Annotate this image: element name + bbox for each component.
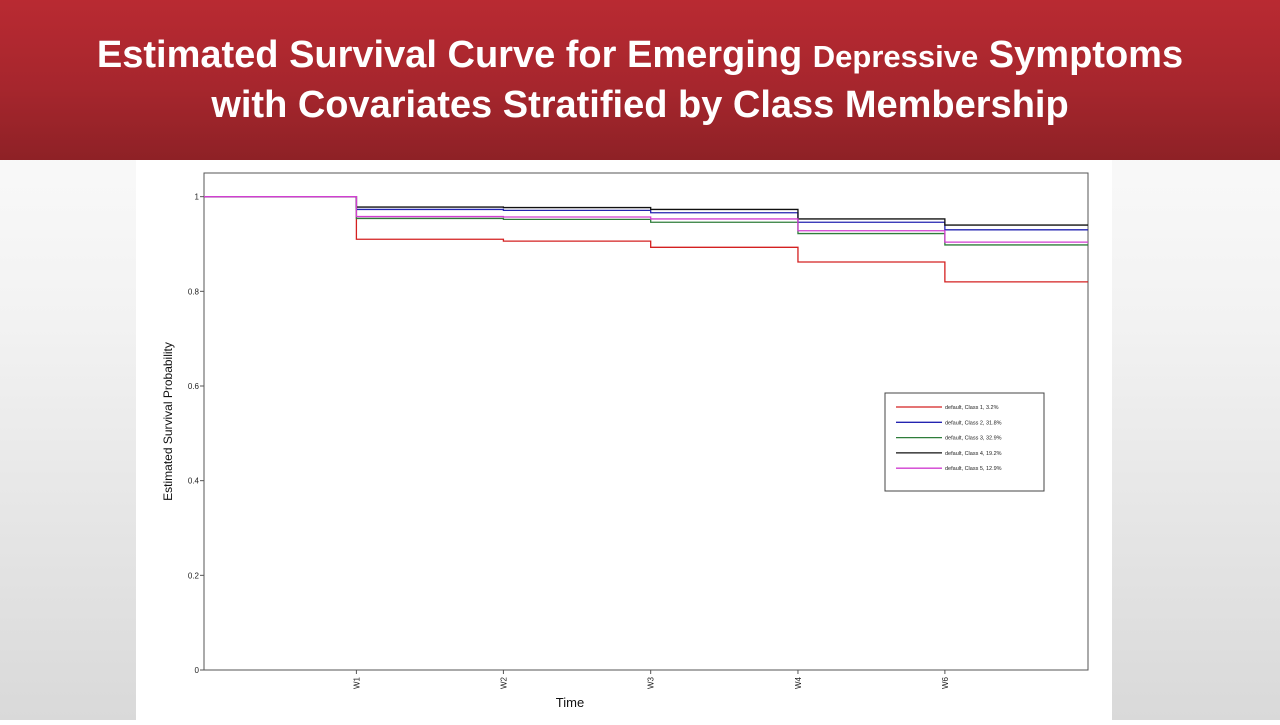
x-tick-label: W4: [794, 676, 803, 689]
survival-series-line: [204, 196, 1088, 246]
legend-label: default, Class 2, 31.8%: [945, 420, 1002, 426]
slide-title-line-1: Estimated Survival Curve for Emerging De…: [97, 31, 1183, 81]
slide-title-banner: Estimated Survival Curve for Emerging De…: [0, 0, 1280, 160]
legend-label: default, Class 4, 19.2%: [945, 451, 1002, 457]
survival-series-line: [204, 196, 1088, 283]
plot-frame: [203, 172, 1089, 671]
y-tick-label: 0.2: [188, 571, 200, 580]
x-tick-label: W1: [352, 676, 361, 689]
legend-label: default, Class 3, 32.9%: [945, 436, 1002, 442]
x-tick-label: W2: [499, 676, 508, 689]
legend-label: default, Class 1, 3.2%: [945, 405, 999, 411]
x-axis-title: Time: [556, 695, 584, 710]
survival-series-line: [204, 196, 1088, 243]
title-part-small: Depressive: [812, 39, 979, 74]
x-tick-label: W6: [941, 676, 950, 689]
chart-panel: 0 0.2 0.4 0.6 0.8 1 W1 W2 W3 W4 W6 Time Estimated Su…: [136, 160, 1112, 720]
y-axis-title: Estimated Survival Probability: [161, 342, 175, 501]
legend-label: default, Class 5, 12.9%: [945, 466, 1002, 472]
y-tick-label: 0: [195, 666, 200, 675]
y-tick-label: 1: [195, 193, 200, 202]
y-tick-label: 0.6: [188, 382, 200, 391]
y-tick-label: 0.8: [188, 287, 200, 296]
title-part-1: Estimated Survival Curve for Emerging: [96, 34, 813, 76]
survival-chart: 0 0.2 0.4 0.6 0.8 1 W1 W2 W3 W4 W6 Time Estimated Su…: [161, 172, 1089, 710]
slide-title-line-2: with Covariates Stratified by Class Memb…: [211, 84, 1069, 126]
x-tick-label: W3: [647, 676, 656, 689]
title-part-2: Symptoms: [978, 34, 1184, 76]
legend-box: [884, 392, 1045, 492]
y-tick-label: 0.4: [188, 477, 200, 486]
